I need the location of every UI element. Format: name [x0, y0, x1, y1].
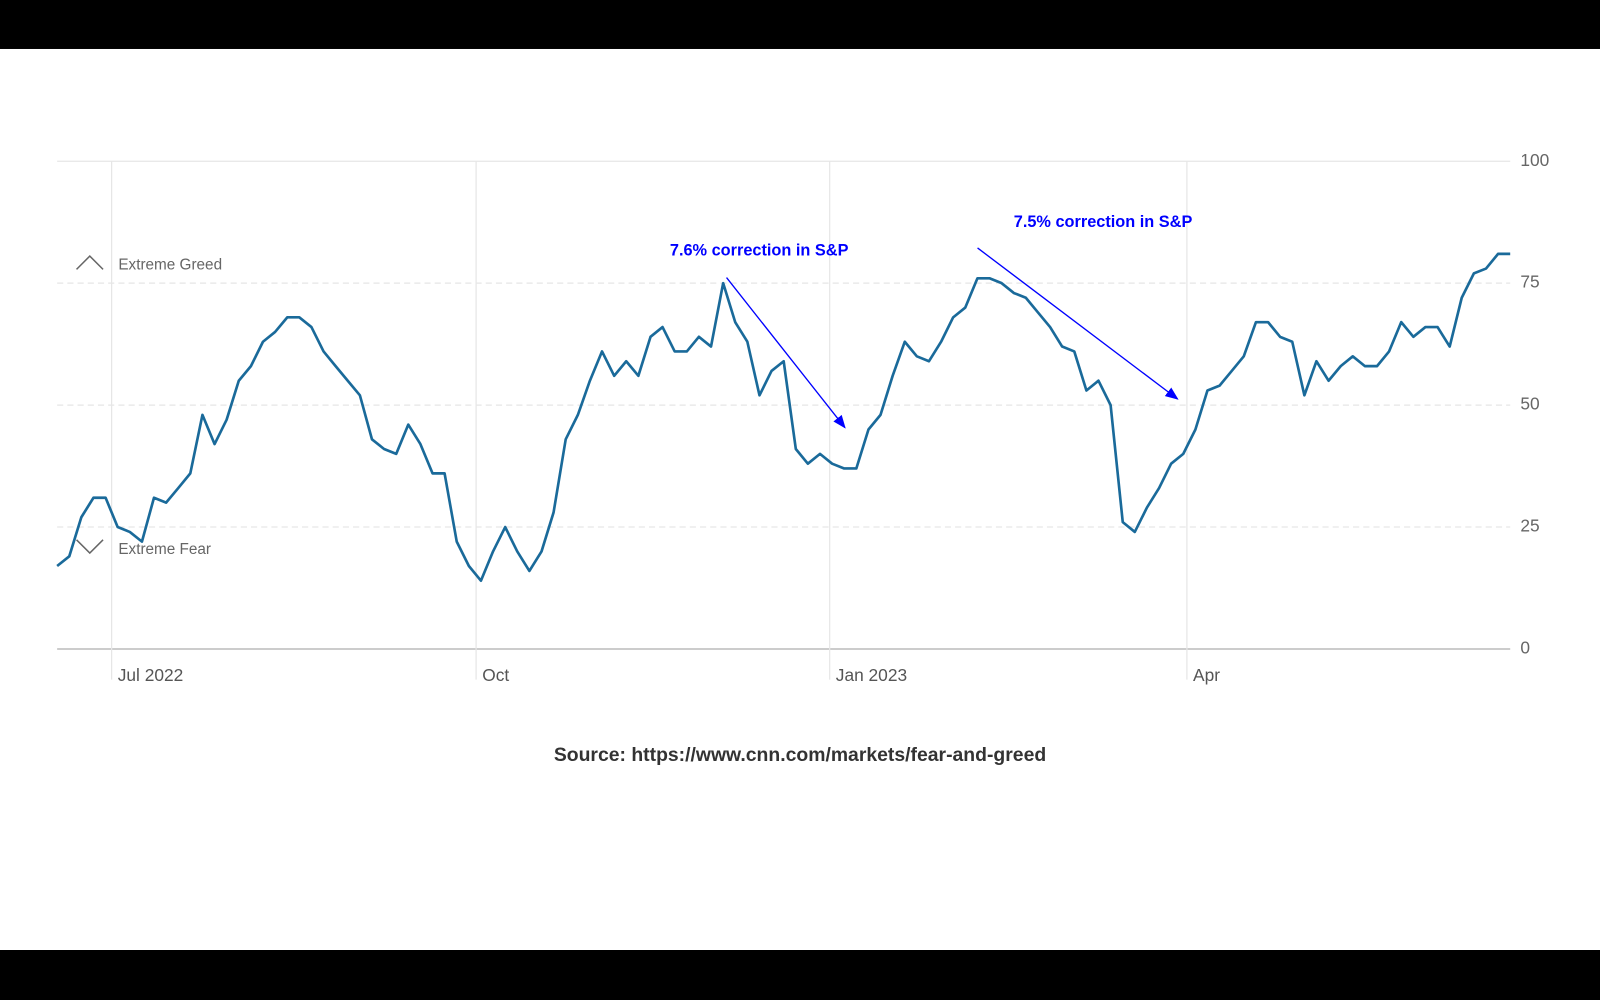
axes: 0 25 50 75 100 Jul 2022 Oct Jan 2023 Apr: [57, 150, 1549, 685]
x-tick-label: Oct: [482, 665, 509, 685]
bottom-bar: [0, 950, 1600, 1000]
zone-label: Extreme Greed: [118, 256, 222, 273]
arrow: [977, 247, 1179, 400]
arrow: [726, 277, 846, 429]
y-tick-label: 75: [1520, 272, 1539, 292]
y-tick-label: 25: [1520, 516, 1539, 536]
x-tick-label: Jan 2023: [836, 665, 907, 685]
line: [56, 252, 1511, 583]
annotation: 7.6% correction in S&P: [670, 241, 849, 259]
source: Source: https://www.cnn.com/markets/fear…: [554, 744, 1046, 766]
y-tick-label: 100: [1520, 150, 1549, 170]
top-bar: [0, 0, 1600, 49]
plot: [56, 252, 1511, 583]
greed-icon: [75, 255, 104, 270]
y-tick-label: 50: [1520, 394, 1539, 414]
annotation: 7.5% correction in S&P: [1014, 213, 1193, 231]
y-tick-label: 0: [1520, 638, 1530, 658]
x-tick-label: Jul 2022: [118, 665, 184, 685]
zone-label: Extreme Fear: [118, 541, 211, 558]
fear-icon: [75, 539, 104, 555]
x-tick-label: Apr: [1193, 665, 1220, 685]
